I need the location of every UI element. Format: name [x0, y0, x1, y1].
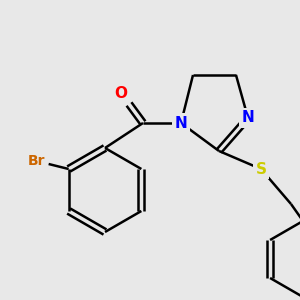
Text: N: N — [175, 116, 188, 130]
Text: Br: Br — [28, 154, 45, 168]
Text: O: O — [115, 85, 128, 100]
Text: N: N — [242, 110, 254, 125]
Text: S: S — [256, 161, 266, 176]
